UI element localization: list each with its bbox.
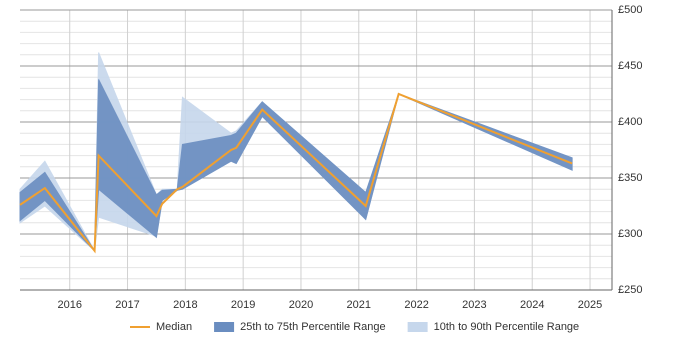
x-tick-label: 2024 [520, 299, 544, 311]
legend-label: Median [156, 321, 192, 333]
x-tick-label: 2020 [289, 299, 313, 311]
legend-swatch [214, 322, 235, 332]
y-tick-label: £450 [618, 60, 642, 72]
x-tick-label: 2025 [578, 299, 602, 311]
y-tick-label: £250 [618, 284, 642, 296]
x-tick-label: 2021 [347, 299, 371, 311]
y-tick-label: £400 [618, 116, 642, 128]
x-tick-label: 2023 [462, 299, 486, 311]
y-tick-label: £300 [618, 228, 642, 240]
x-tick-label: 2019 [231, 299, 255, 311]
median-line [19, 92, 573, 254]
y-tick-label: £350 [618, 172, 642, 184]
x-tick-label: 2017 [115, 299, 139, 311]
legend-swatch [407, 322, 428, 332]
legend-label: 10th to 90th Percentile Range [434, 321, 580, 333]
x-tick-label: 2018 [173, 299, 197, 311]
x-tick-label: 2022 [404, 299, 428, 311]
legend-label: 25th to 75th Percentile Range [240, 321, 386, 333]
y-tick-label: £500 [618, 4, 642, 16]
percentile-band [19, 79, 573, 253]
x-tick-label: 2016 [57, 299, 81, 311]
